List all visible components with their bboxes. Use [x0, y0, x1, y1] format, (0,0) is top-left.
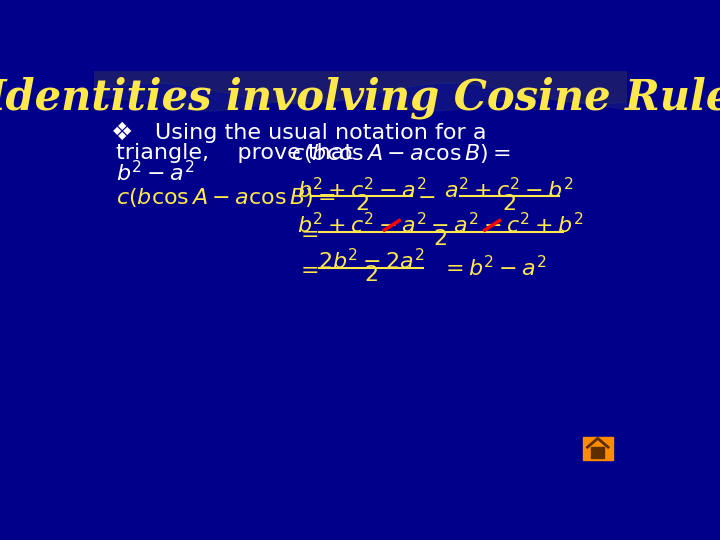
Text: $= b^2 - a^2$: $= b^2 - a^2$: [441, 256, 547, 281]
Text: $-$: $-$: [418, 185, 436, 207]
Text: $a^2 + c^2 - b^2$: $a^2 + c^2 - b^2$: [444, 178, 574, 203]
Bar: [583, 437, 613, 461]
Text: ❖: ❖: [111, 122, 133, 145]
Text: $2$: $2$: [354, 193, 369, 214]
Text: $2$: $2$: [364, 264, 378, 286]
Bar: [591, 447, 604, 457]
Text: Identities involving Cosine Rule: Identities involving Cosine Rule: [0, 77, 720, 119]
Text: $2$: $2$: [433, 228, 446, 250]
Text: $b^2 + c^2 - a^2 - a^2 - c^2 + b^2$: $b^2 + c^2 - a^2 - a^2 - c^2 + b^2$: [297, 213, 583, 238]
Text: $=$: $=$: [295, 222, 318, 244]
Text: $b^2 + c^2 - a^2$: $b^2 + c^2 - a^2$: [297, 178, 426, 203]
Text: $=$: $=$: [295, 258, 318, 280]
Text: $c(b\cos A - a\cos B) =$: $c(b\cos A - a\cos B) =$: [292, 142, 511, 165]
Text: $c(b\cos A - a\cos B) =$: $c(b\cos A - a\cos B) =$: [117, 186, 336, 209]
Text: Using the usual notation for a: Using the usual notation for a: [155, 124, 486, 144]
Text: $2$: $2$: [503, 193, 516, 214]
Text: triangle,    prove that: triangle, prove that: [117, 143, 361, 163]
Text: $2b^2 - 2a^2$: $2b^2 - 2a^2$: [318, 249, 424, 274]
Text: $b^2 - a^2$: $b^2 - a^2$: [117, 161, 194, 187]
